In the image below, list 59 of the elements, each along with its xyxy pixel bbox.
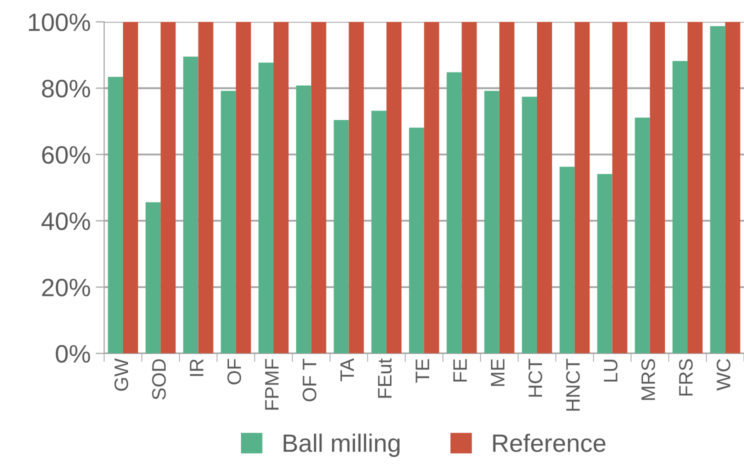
x-tick-label: OF [227,359,242,384]
bar [446,72,462,354]
bar [462,22,477,354]
bar [160,22,176,354]
bar [198,22,214,354]
x-tick-label: HNCT [566,358,580,411]
x-tick-label: ME [491,359,504,386]
legend-label: Ball milling [284,434,400,457]
y-tick-label: 60% [42,146,90,164]
y-tick-label: 40% [42,212,90,230]
bar [409,128,424,354]
x-tick-label: HCT [528,358,542,397]
x-tick-label: SOD [152,359,166,400]
x-tick-label: WC [716,359,730,391]
bar [108,76,123,354]
bar [311,22,326,354]
x-tick-label: OF T [302,358,316,402]
bar [236,22,251,354]
bar [612,22,628,354]
x-tick-label: FRS [678,359,693,396]
bar [484,90,500,354]
y-tick-label: 100% [28,13,90,32]
bar [688,22,703,354]
bar [334,120,349,354]
bar [672,60,688,354]
bar [560,166,575,354]
bar [710,26,726,354]
bar [725,22,740,354]
x-tick-label: GW [114,358,128,391]
bar [574,22,590,354]
bar [522,96,537,354]
bar [258,62,274,354]
x-tick-label: FE [453,359,467,382]
x-tick-label: IR [190,359,204,376]
bar [296,86,312,354]
bar [536,22,552,354]
bar [183,56,198,354]
x-tick-label: TE [416,359,430,383]
bar [386,22,402,354]
bar [424,22,440,354]
y-tick-label: 80% [42,80,90,98]
legend-label: Reference [493,434,606,452]
bar [146,202,161,354]
x-tick-label: LU [604,360,618,382]
bar [274,22,289,354]
bar [220,90,236,354]
bar [597,174,612,354]
y-tick-label: 0% [56,345,90,363]
bar [499,22,514,354]
bar [634,118,650,354]
x-tick-label: FPMF [265,359,279,410]
x-tick-label: TA [340,358,354,382]
x-tick-label: MRS [641,359,656,400]
x-tick-label: FEut [378,358,392,398]
bar [371,110,386,354]
bar [122,22,138,354]
bar [348,22,364,354]
y-tick-label: 20% [42,278,90,296]
bar [650,22,665,354]
